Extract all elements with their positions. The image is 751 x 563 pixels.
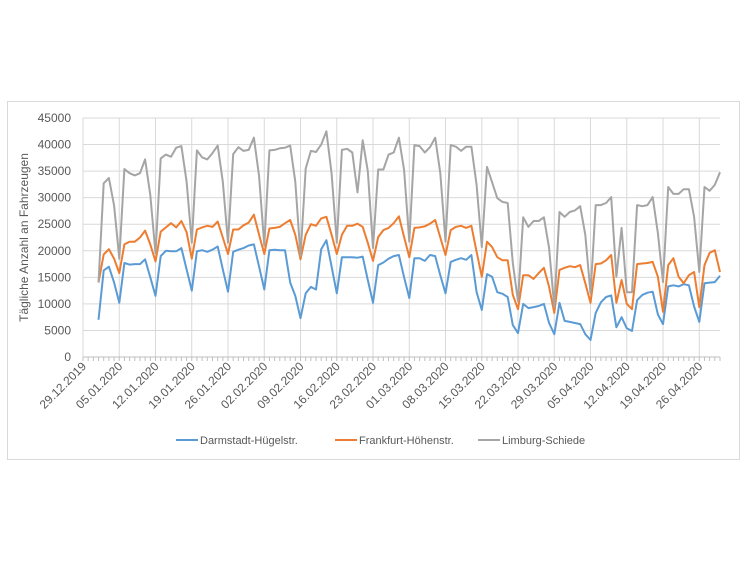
y-tick-label: 45000 (38, 111, 72, 125)
y-tick-label: 25000 (38, 217, 72, 231)
chart-frame (7, 101, 740, 460)
series-line-1 (97, 213, 721, 314)
y-tick-label: 35000 (38, 164, 72, 178)
y-tick-label: 30000 (38, 191, 72, 205)
legend-label: Darmstadt-Hügelstr. (200, 435, 298, 447)
series-line-0 (97, 239, 721, 341)
legend-label: Limburg-Schiede (502, 435, 585, 447)
y-tick-label: 5000 (44, 323, 71, 337)
y-tick-label: 0 (64, 350, 71, 364)
y-tick-label: 10000 (38, 297, 72, 311)
legend-label: Frankfurt-Höhenstr. (359, 435, 454, 447)
y-tick-label: 15000 (38, 270, 72, 284)
y-tick-label: 40000 (38, 138, 72, 152)
y-axis-label: Tägliche Anzahl an Fahrzeugen (17, 153, 31, 322)
series-line-2 (97, 130, 721, 309)
y-tick-label: 20000 (38, 244, 72, 258)
